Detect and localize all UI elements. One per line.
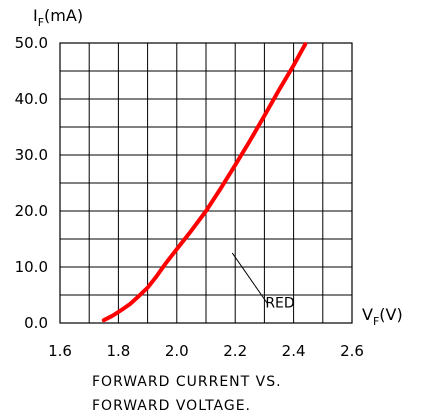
y-tick-label-2: 20.0 [15, 202, 48, 220]
y-tick-label-1: 10.0 [15, 258, 48, 276]
annotation-label-red: RED [265, 295, 294, 311]
x-axis-label: VF(V) [362, 305, 403, 328]
series-layer [101, 42, 308, 323]
x-axis-subscript: F [373, 315, 379, 328]
y-axis-unit: (mA) [44, 6, 83, 25]
y-tick-label-5: 50.0 [15, 34, 48, 52]
annotation-leader-line [231, 252, 268, 304]
x-tick-label-2: 2.0 [165, 342, 189, 360]
plot-frame [59, 42, 353, 324]
y-axis-symbol: I [33, 6, 38, 25]
y-tick-label-4: 40.0 [15, 90, 48, 108]
x-axis-unit: (V) [379, 305, 402, 324]
y-tick-labels: 0.0 10.0 20.0 30.0 40.0 50.0 [15, 34, 48, 332]
grid [59, 42, 353, 324]
series-line-red [101, 42, 308, 323]
y-tick-label-3: 30.0 [15, 146, 48, 164]
x-tick-label-0: 1.6 [48, 342, 72, 360]
caption-line-1: FORWARD CURRENT VS. [92, 374, 282, 390]
x-tick-label-4: 2.4 [282, 342, 306, 360]
caption-line-2: FORWARD VOLTAGE. [92, 398, 251, 414]
x-tick-label-1: 1.8 [106, 342, 130, 360]
x-tick-label-5: 2.6 [340, 342, 364, 360]
x-axis-symbol: V [362, 305, 373, 324]
x-tick-label-3: 2.2 [223, 342, 247, 360]
y-axis-label: IF(mA) [33, 6, 83, 29]
y-tick-label-0: 0.0 [24, 314, 48, 332]
y-axis-subscript: F [38, 16, 44, 29]
x-tick-labels: 1.6 1.8 2.0 2.2 2.4 2.6 [48, 342, 364, 360]
